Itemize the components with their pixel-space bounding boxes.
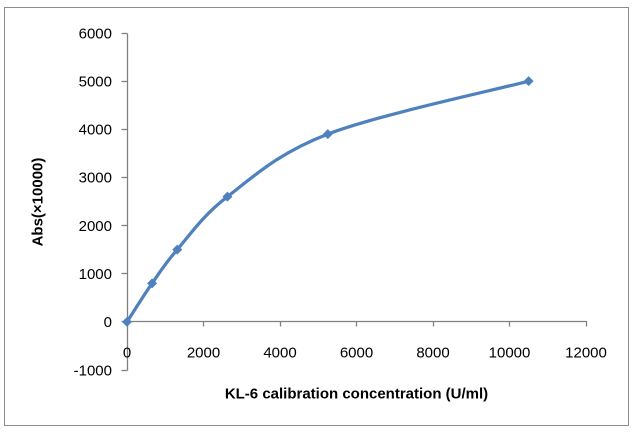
series-diamond-marker — [122, 316, 132, 327]
x-tick-label: 2000 — [187, 344, 220, 361]
x-axis-title: KL-6 calibration concentration (U/ml) — [225, 385, 488, 402]
x-tick-label: 10000 — [489, 344, 531, 361]
series-diamond-marker — [172, 244, 183, 255]
y-tick-label: 6000 — [79, 25, 112, 42]
x-tick-label: 12000 — [565, 344, 607, 361]
y-axis-title: Abs(×10000) — [29, 158, 46, 247]
series-layer — [122, 76, 534, 327]
y-tick-label: 5000 — [79, 73, 112, 90]
y-tick-label: 3000 — [79, 170, 112, 187]
figure-border — [4, 7, 629, 426]
tick-labels-layer: -1000 0 1000 2000 3000 4000 5000 6000 0 2000 4000 6… — [74, 25, 607, 379]
x-tick-label: 4000 — [263, 344, 296, 361]
y-tick-label: -1000 — [74, 362, 112, 379]
series-diamond-marker — [222, 191, 233, 202]
y-tick-label: 1000 — [79, 266, 112, 283]
series-diamond-marker — [147, 278, 158, 289]
series-diamond-marker — [322, 129, 333, 140]
x-tick-label: 6000 — [340, 344, 373, 361]
y-tick-label: 4000 — [79, 122, 112, 139]
y-tick-label: 0 — [104, 314, 112, 331]
x-tick-label: 8000 — [416, 344, 449, 361]
axes-layer — [121, 32, 588, 372]
series-diamond-marker — [523, 76, 534, 87]
x-tick-label: 0 — [123, 344, 131, 361]
y-tick-label: 2000 — [79, 218, 112, 235]
series-smooth-line — [125, 79, 531, 324]
